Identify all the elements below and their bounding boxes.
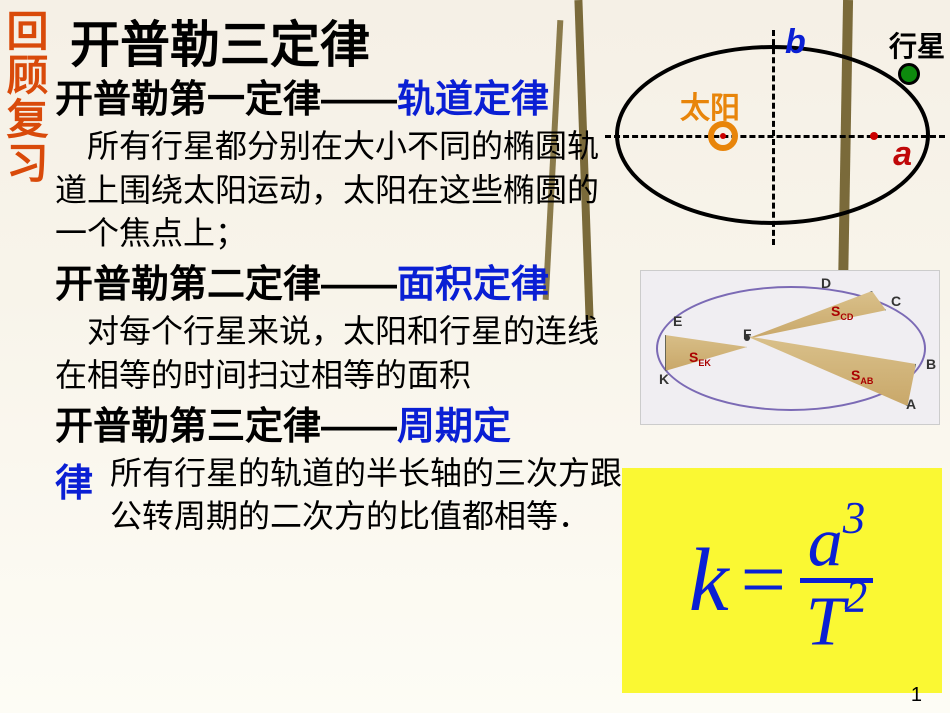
page-number: 1 (911, 684, 922, 707)
law1-title: 开普勒第一定律——轨道定律 (55, 76, 625, 125)
law2-name: 开普勒第二定律—— (55, 264, 397, 306)
point-D: D (821, 275, 831, 291)
sun-focus-dot (720, 133, 726, 139)
law2-title: 开普勒第二定律——面积定律 (55, 261, 625, 310)
law1-subtitle: 轨道定律 (397, 79, 549, 121)
area-law-diagram: E D C F K A B SEK SCD SAB (640, 270, 940, 425)
law3-name: 开普勒第三定律—— (55, 406, 397, 448)
law1-body: 所有行星都分别在大小不同的椭圆轨道上围绕太阳运动，太阳在这些椭圆的一个焦点上； (55, 125, 625, 255)
law3-subtitle-tail: 律 (55, 452, 93, 507)
formula-fraction: a3 T2 (798, 504, 875, 658)
page-title: 开普勒三定律 (70, 5, 370, 77)
semi-major-endpoint (870, 132, 878, 140)
kepler-third-law-formula: k = a3 T2 (622, 468, 942, 693)
orbit-ellipse (615, 45, 930, 225)
planet-marker (898, 63, 920, 85)
sidebar-review-label: 回顾复习 (5, 10, 50, 186)
law2-body: 对每个行星来说，太阳和行星的连线在相等的时间扫过相等的面积 (55, 310, 625, 396)
point-C: C (891, 293, 901, 309)
area-label-ab: SAB (851, 367, 873, 386)
point-B: B (926, 356, 936, 372)
area-label-ek: SEK (689, 349, 711, 368)
sun-label: 太阳 (680, 83, 740, 127)
formula-denominator: T2 (798, 583, 875, 657)
orbit-ellipse-diagram: 太阳 行星 a b (610, 25, 940, 245)
point-A: A (906, 396, 916, 412)
point-K: K (659, 371, 669, 387)
formula-k: k (689, 529, 729, 632)
content-body: 开普勒第一定律——轨道定律 所有行星都分别在大小不同的椭圆轨道上围绕太阳运动，太… (55, 70, 625, 538)
law3-title: 开普勒第三定律——周期定 (55, 403, 625, 452)
semi-minor-label: b (785, 23, 806, 62)
focus-dot (744, 335, 750, 341)
formula-equals: = (741, 535, 786, 626)
law3-subtitle: 周期定 (397, 406, 511, 448)
area-label-cd: SCD (831, 303, 853, 322)
semi-major-label: a (893, 135, 912, 174)
planet-label: 行星 (889, 25, 945, 65)
point-E: E (673, 313, 682, 329)
law3-body: 所有行星的轨道的半长轴的三次方跟公转周期的二次方的比值都相等． (110, 452, 625, 538)
law1-name: 开普勒第一定律—— (55, 79, 397, 121)
law2-subtitle: 面积定律 (397, 264, 549, 306)
